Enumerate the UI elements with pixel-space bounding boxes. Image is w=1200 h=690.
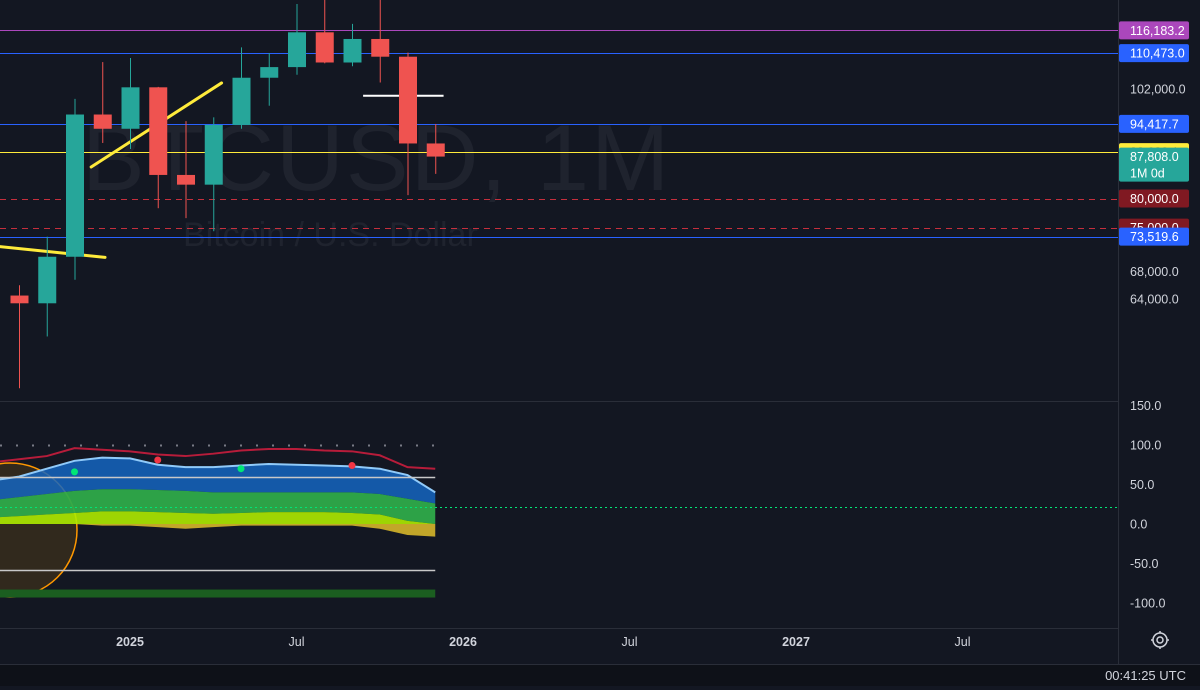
price-level-tag-bg xyxy=(1119,114,1189,133)
utc-clock[interactable]: 00:41:25 UTC xyxy=(1105,668,1186,683)
candle-body[interactable] xyxy=(232,77,251,125)
candle-body[interactable] xyxy=(10,295,29,304)
gear-icon xyxy=(1151,631,1169,649)
oscillator-signal-dot[interactable] xyxy=(154,456,162,464)
bar-countdown: 1M 0d xyxy=(1130,167,1165,181)
price-level-tag[interactable]: 94,417.7 xyxy=(1119,114,1189,133)
watermark-symbol: BTCUSD, 1M xyxy=(82,105,671,210)
price-level-tag-bg xyxy=(1119,189,1189,208)
oscillator-line-lightblue[interactable] xyxy=(0,456,436,494)
candle-body[interactable] xyxy=(399,56,417,144)
candle-body[interactable] xyxy=(38,256,57,304)
last-price-value: 87,808.0 xyxy=(1130,150,1179,164)
oscillator-tick-label: 50.0 xyxy=(1130,478,1154,492)
watermark-description: Bitcoin / U.S. Dollar xyxy=(183,216,478,254)
price-level-tag-bg xyxy=(1119,44,1189,63)
oscillator-signal-dot[interactable] xyxy=(237,465,245,473)
time-tick-label: Jul xyxy=(955,635,971,649)
candle-body[interactable] xyxy=(315,32,334,63)
candle-body[interactable] xyxy=(177,174,195,185)
time-tick-label: Jul xyxy=(622,635,638,649)
candle-body[interactable] xyxy=(343,38,362,63)
price-level-tag-label: 110,473.0 xyxy=(1130,47,1185,61)
time-tick-label: 2026 xyxy=(449,635,477,649)
oscillator-line-red[interactable] xyxy=(0,447,436,470)
oscillator-tick-label: 150.0 xyxy=(1130,399,1161,413)
candle-body[interactable] xyxy=(121,87,140,129)
candle-body[interactable] xyxy=(93,114,112,129)
candle-body[interactable] xyxy=(371,38,390,57)
oscillator-signal-dot[interactable] xyxy=(348,462,356,470)
oscillator-band-darkgreen[interactable] xyxy=(0,589,436,598)
candle-body[interactable] xyxy=(260,67,279,78)
time-tick-label: 2027 xyxy=(782,635,810,649)
candle-body[interactable] xyxy=(204,124,223,185)
price-level-tag-label: 116,183.2 xyxy=(1130,24,1185,38)
price-level-tag-bg xyxy=(1119,227,1189,246)
price-level-tag-label: 73,519.6 xyxy=(1130,230,1179,244)
price-level-tag-label: 80,000.0 xyxy=(1130,192,1179,206)
price-level-tag[interactable]: 116,183.2 xyxy=(1119,21,1189,40)
last-price-tag-bg xyxy=(1119,147,1189,182)
candle-body[interactable] xyxy=(66,114,84,257)
time-tick-label: Jul xyxy=(289,635,305,649)
price-level-tag[interactable]: 80,000.0 xyxy=(1119,189,1189,208)
oscillator-area-blue[interactable] xyxy=(0,457,436,504)
price-level-tag[interactable]: 110,473.0 xyxy=(1119,44,1189,63)
price-axis[interactable]: 64,000.0 68,000.0 102,000.0 150.0 100.0 50.0 0… xyxy=(1119,21,1189,611)
oscillator-area-green[interactable] xyxy=(0,489,436,524)
trendline[interactable] xyxy=(0,243,107,259)
price-tick-label: 102,000.0 xyxy=(1130,83,1186,97)
last-price-tag[interactable]: 87,808.0 1M 0d xyxy=(1119,147,1189,182)
oscillator-tick-label: 100.0 xyxy=(1130,439,1161,453)
chart-settings-gear-button[interactable] xyxy=(1148,628,1172,652)
oscillator-pane[interactable] xyxy=(0,444,1118,598)
price-level-tag-bg xyxy=(1119,21,1189,40)
oscillator-tick-label: -100.0 xyxy=(1130,597,1165,611)
oscillator-area-yellow[interactable] xyxy=(0,524,436,537)
oscillator-area-lime[interactable] xyxy=(0,511,436,524)
price-level-tag-label: 94,417.7 xyxy=(1130,117,1179,131)
oscillator-tick-label: -50.0 xyxy=(1130,557,1159,571)
candle-body[interactable] xyxy=(149,87,168,175)
price-tick-label: 68,000.0 xyxy=(1130,265,1179,279)
oscillator-signal-dot[interactable] xyxy=(71,468,78,476)
price-level-tag[interactable]: 73,519.6 xyxy=(1119,227,1189,246)
time-axis[interactable]: 2025 Jul 2026 Jul 2027 Jul xyxy=(116,635,970,649)
time-tick-label: 2025 xyxy=(116,635,144,649)
status-bar: 00:41:25 UTC xyxy=(0,664,1200,686)
candle-body[interactable] xyxy=(426,143,445,157)
candle-body[interactable] xyxy=(288,32,306,68)
price-tick-label: 64,000.0 xyxy=(1130,293,1179,307)
oscillator-tick-label: 0.0 xyxy=(1130,518,1147,532)
price-pane[interactable] xyxy=(0,0,1118,389)
